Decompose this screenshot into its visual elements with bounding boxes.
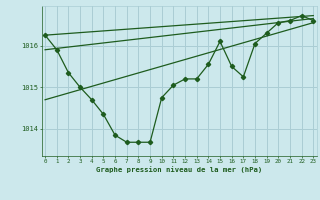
X-axis label: Graphe pression niveau de la mer (hPa): Graphe pression niveau de la mer (hPa)	[96, 166, 262, 173]
